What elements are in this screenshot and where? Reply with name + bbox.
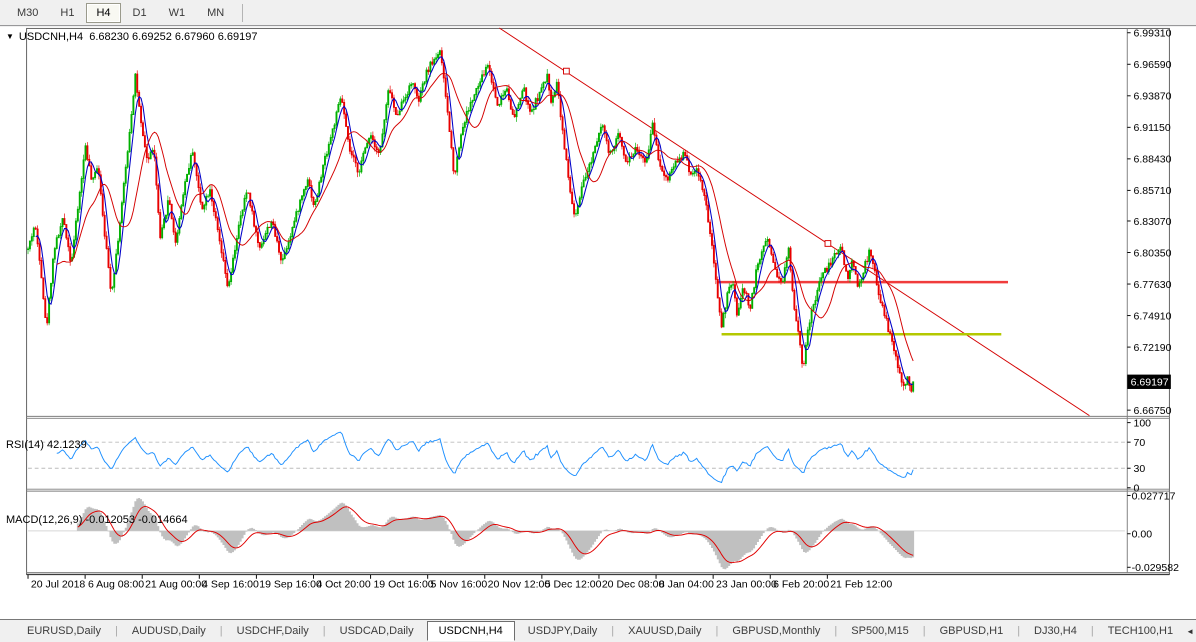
tab-separator: | <box>834 625 838 637</box>
svg-text:6.72190: 6.72190 <box>1133 342 1171 354</box>
candlestick-series <box>27 47 915 393</box>
chart-header: ▼ USDCNH,H4 6.68230 6.69252 6.67960 6.691… <box>6 31 257 43</box>
tab-scroll-left-icon[interactable]: ◄ <box>1186 626 1195 636</box>
time-axis[interactable]: 20 Jul 2018 6 Aug 08:00 21 Aug 00:004 Sep … <box>27 574 892 590</box>
chart-ohlc-values: 6.68230 6.69252 6.67960 6.69197 <box>89 31 258 43</box>
tab-dj30-h4[interactable]: DJ30,H4 <box>1034 625 1077 637</box>
timeframe-h4[interactable]: H4 <box>86 2 121 23</box>
svg-text:4 Oct 20:00: 4 Oct 20:00 <box>316 578 371 590</box>
tab-gbpusd-h1[interactable]: GBPUSD,H1 <box>939 625 1004 637</box>
svg-text:6.85710: 6.85710 <box>1133 185 1171 197</box>
pane-frames <box>26 27 1170 576</box>
ma-slow <box>56 72 914 362</box>
tab-separator: | <box>611 625 615 637</box>
svg-text:6.80350: 6.80350 <box>1133 247 1171 259</box>
tab-separator: | <box>1017 625 1021 637</box>
tab-audusd-daily[interactable]: AUDUSD,Daily <box>131 625 206 637</box>
timeframe-toolbar: M30 H1 H4 D1 W1 MN <box>0 0 1196 26</box>
rsi-line <box>56 431 914 484</box>
tab-eurusd-daily[interactable]: EURUSD,Daily <box>27 625 101 637</box>
collapse-arrow-icon[interactable]: ▼ <box>6 32 14 41</box>
svg-text:0.00: 0.00 <box>1132 529 1153 541</box>
rsi-pane <box>28 431 1125 484</box>
timeframe-d1[interactable]: D1 <box>132 6 147 19</box>
macd-pane <box>28 498 1125 570</box>
trendline-handle <box>824 240 832 247</box>
timeframe-m30[interactable]: M30 <box>17 6 39 19</box>
tab-usdcad-daily[interactable]: USDCAD,Daily <box>339 625 414 637</box>
svg-text:6.99310: 6.99310 <box>1133 28 1171 40</box>
svg-text:8 Jan 04:00: 8 Jan 04:00 <box>659 578 714 590</box>
tab-sp500-m15[interactable]: SP500,M15 <box>851 625 909 637</box>
svg-text:0: 0 <box>1133 483 1139 495</box>
svg-text:70: 70 <box>1133 437 1145 449</box>
macd-pane-label: MACD(12,26,9) -0.012053 -0.014664 <box>6 514 188 526</box>
svg-text:6.96590: 6.96590 <box>1133 59 1171 71</box>
tab-xauusd-daily[interactable]: XAUUSD,Daily <box>628 625 702 637</box>
rsi-indicator-name: RSI(14) <box>6 439 44 451</box>
svg-text:6.88430: 6.88430 <box>1133 154 1171 166</box>
svg-text:6.93870: 6.93870 <box>1133 91 1171 103</box>
macd-indicator-values: -0.012053 -0.014664 <box>85 514 188 526</box>
svg-text:20 Dec 08:00: 20 Dec 08:00 <box>602 578 665 590</box>
timeframe-w1[interactable]: W1 <box>168 6 186 19</box>
ma-fast-line <box>35 56 914 386</box>
tab-separator: | <box>322 625 326 637</box>
descending-trendline <box>499 27 1090 417</box>
tab-gbpusd-monthly[interactable]: GBPUSD,Monthly <box>732 625 821 637</box>
symbol-tabbar: EURUSD,Daily | AUDUSD,Daily | USDCHF,Daily | U… <box>0 619 1196 642</box>
bull-bodies <box>27 50 915 392</box>
svg-text:23 Jan 00:00: 23 Jan 00:00 <box>716 578 777 590</box>
chart-window: 6.99310 6.96590 6.93870 6.91150 6.88430 6.857… <box>0 27 1196 642</box>
svg-text:20 Jul 2018: 20 Jul 2018 <box>31 578 86 590</box>
svg-text:6.77630: 6.77630 <box>1133 279 1171 291</box>
tab-separator: | <box>114 625 118 637</box>
rsi-pane-label: RSI(14) 42.1239 <box>6 439 87 451</box>
trendline-handle <box>563 67 570 75</box>
chart-canvas[interactable]: 6.99310 6.96590 6.93870 6.91150 6.88430 6.857… <box>0 27 1196 642</box>
tab-usdjpy-daily[interactable]: USDJPY,Daily <box>527 625 598 637</box>
ma-slow-line <box>56 72 914 362</box>
toolbar-separator <box>242 3 244 22</box>
timeframe-h1[interactable]: H1 <box>60 6 75 19</box>
svg-text:6.83070: 6.83070 <box>1133 216 1171 228</box>
svg-text:-0.029582: -0.029582 <box>1132 562 1180 574</box>
svg-text:6.74910: 6.74910 <box>1133 310 1171 322</box>
svg-text:20 Nov 12:00: 20 Nov 12:00 <box>488 578 551 590</box>
svg-text:6.66750: 6.66750 <box>1133 405 1171 417</box>
current-price-badge: 6.69197 <box>1127 374 1171 389</box>
svg-text:30: 30 <box>1133 463 1145 475</box>
svg-text:21 Feb 12:00: 21 Feb 12:00 <box>830 578 892 590</box>
svg-text:6.91150: 6.91150 <box>1133 122 1170 134</box>
svg-text:100: 100 <box>1133 417 1151 429</box>
macd-signal-line <box>77 505 914 564</box>
svg-text:6.69197: 6.69197 <box>1131 377 1169 389</box>
svg-text:5 Dec 12:00: 5 Dec 12:00 <box>545 578 602 590</box>
tab-tech100-h1[interactable]: TECH100,H1 <box>1107 625 1174 637</box>
tab-usdchf-daily[interactable]: USDCHF,Daily <box>236 625 309 637</box>
tab-scroll-controls: ◄ ► <box>1186 627 1196 636</box>
tab-separator: | <box>922 625 926 637</box>
svg-text:19 Sep 16:00: 19 Sep 16:00 <box>259 578 322 590</box>
price-axis[interactable]: 6.99310 6.96590 6.93870 6.91150 6.88430 6.857… <box>1127 28 1179 575</box>
svg-text:5 Nov 16:00: 5 Nov 16:00 <box>431 578 488 590</box>
svg-text:6 Aug 08:00: 6 Aug 08:00 <box>88 578 144 590</box>
chart-symbol-label: USDCNH,H4 <box>18 31 84 43</box>
tab-separator: | <box>219 625 223 637</box>
rsi-indicator-value: 42.1239 <box>46 439 87 451</box>
macd-indicator-name: MACD(12,26,9) <box>6 514 83 526</box>
svg-text:19 Oct 16:00: 19 Oct 16:00 <box>373 578 433 590</box>
tab-separator: | <box>1090 625 1094 637</box>
svg-text:4 Sep 16:00: 4 Sep 16:00 <box>202 578 259 590</box>
tab-separator: | <box>715 625 719 637</box>
ma-fast <box>35 56 914 386</box>
svg-text:21 Aug 00:00: 21 Aug 00:00 <box>145 578 207 590</box>
svg-text:0.027717: 0.027717 <box>1132 490 1176 502</box>
tab-usdcnh-h4[interactable]: USDCNH,H4 <box>426 621 515 641</box>
bear-bodies <box>34 50 913 392</box>
timeframe-mn[interactable]: MN <box>207 6 225 19</box>
svg-text:6 Feb 20:00: 6 Feb 20:00 <box>773 578 829 590</box>
